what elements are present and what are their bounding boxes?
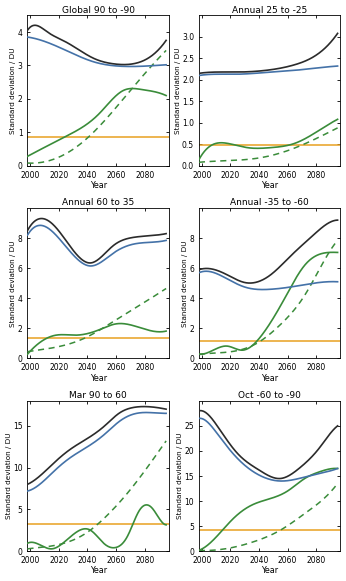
Title: Annual 25 to -25: Annual 25 to -25 [232,6,307,15]
Title: Annual 60 to 35: Annual 60 to 35 [62,198,134,207]
Title: Global 90 to -90: Global 90 to -90 [62,6,135,15]
X-axis label: Year: Year [90,566,107,575]
Title: Mar 90 to 60: Mar 90 to 60 [69,391,127,400]
Y-axis label: Standard deviation / DU: Standard deviation / DU [10,240,16,327]
X-axis label: Year: Year [261,181,278,190]
X-axis label: Year: Year [261,374,278,383]
Y-axis label: Standard deviation / DU: Standard deviation / DU [177,433,183,519]
X-axis label: Year: Year [90,374,107,383]
Y-axis label: Standard deviation / DU: Standard deviation / DU [6,433,11,519]
Y-axis label: Standard deviation / DU: Standard deviation / DU [10,47,16,134]
X-axis label: Year: Year [261,566,278,575]
Title: Oct -60 to -90: Oct -60 to -90 [238,391,301,400]
Y-axis label: Standard deviation / DU: Standard deviation / DU [174,47,181,134]
Title: Annual -35 to -60: Annual -35 to -60 [230,198,309,207]
Y-axis label: Standard deviation / DU: Standard deviation / DU [182,240,188,327]
X-axis label: Year: Year [90,181,107,190]
